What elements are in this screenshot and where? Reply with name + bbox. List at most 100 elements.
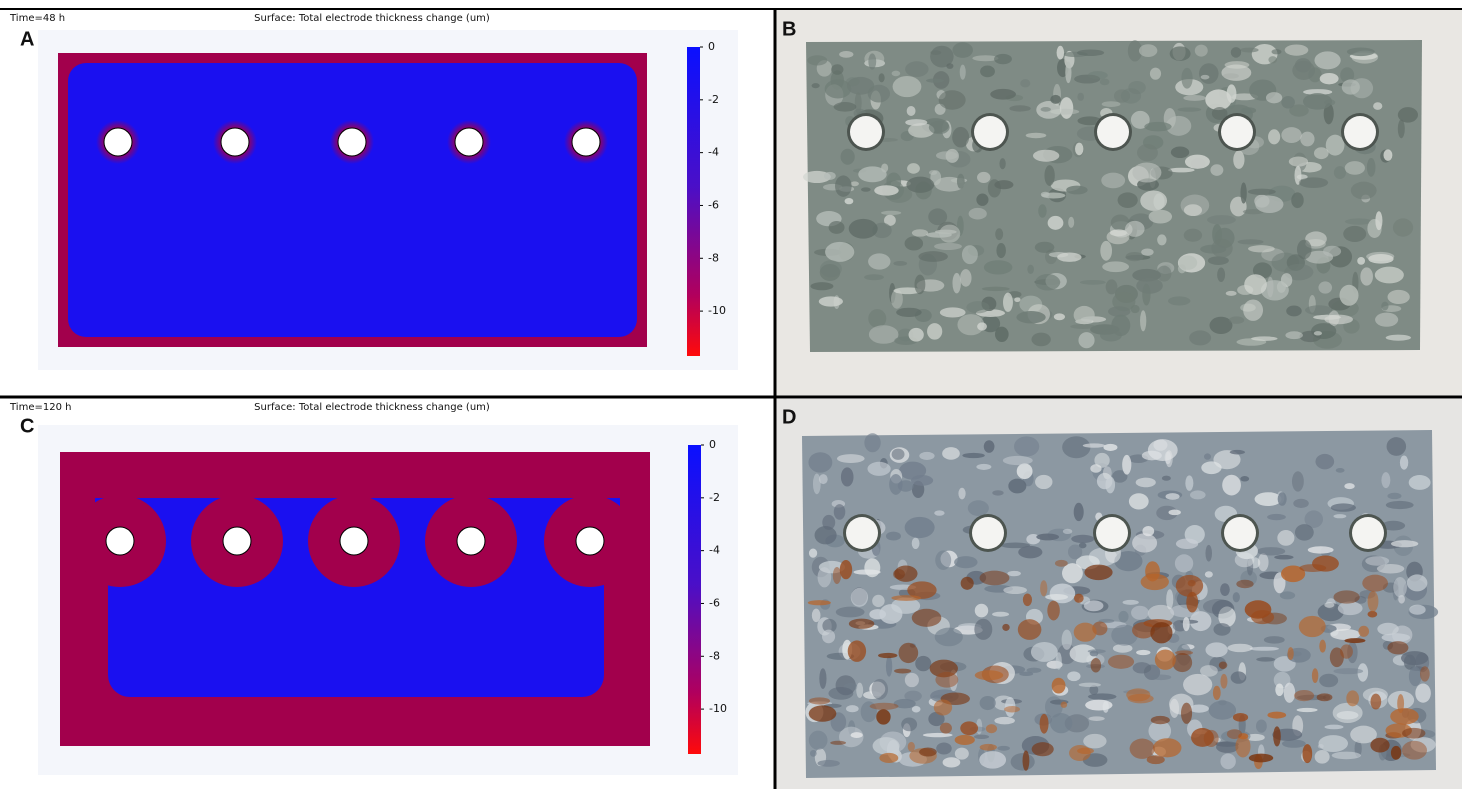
texture-spot bbox=[1256, 657, 1275, 661]
texture-spot bbox=[1129, 493, 1149, 509]
texture-spot bbox=[1168, 296, 1190, 305]
texture-spot bbox=[899, 643, 919, 663]
texture-spot bbox=[1175, 554, 1193, 572]
time-label: Time=120 h bbox=[9, 402, 71, 413]
texture-spot bbox=[879, 604, 902, 624]
texture-spot bbox=[1273, 726, 1281, 746]
texture-spot bbox=[1101, 173, 1125, 189]
texture-spot bbox=[934, 699, 952, 715]
figure: Time=48 h Surface: Total electrode thick… bbox=[0, 0, 1462, 789]
texture-spot bbox=[1240, 182, 1246, 203]
texture-spot bbox=[1268, 129, 1280, 144]
texture-spot bbox=[961, 577, 974, 590]
texture-spot bbox=[1068, 217, 1074, 228]
hole bbox=[104, 128, 132, 156]
texture-spot bbox=[1297, 708, 1318, 712]
texture-spot bbox=[849, 219, 878, 239]
panel-a: Time=48 h Surface: Total electrode thick… bbox=[9, 13, 738, 370]
texture-spot bbox=[1080, 280, 1106, 285]
texture-spot bbox=[980, 744, 997, 751]
texture-spot bbox=[1062, 436, 1090, 458]
texture-spot bbox=[892, 71, 901, 77]
texture-spot bbox=[1208, 256, 1229, 265]
texture-spot bbox=[994, 180, 1013, 189]
texture-spot bbox=[1297, 240, 1312, 260]
texture-spot bbox=[809, 697, 830, 704]
texture-spot bbox=[880, 732, 907, 753]
texture-spot bbox=[980, 696, 996, 710]
texture-spot bbox=[1181, 703, 1192, 724]
texture-spot bbox=[952, 127, 969, 148]
texture-spot bbox=[1293, 499, 1309, 508]
texture-spot bbox=[929, 170, 937, 175]
texture-spot bbox=[1069, 745, 1091, 761]
texture-spot bbox=[1387, 493, 1401, 499]
texture-spot bbox=[1387, 641, 1408, 654]
texture-spot bbox=[1078, 332, 1094, 348]
texture-spot bbox=[1186, 592, 1198, 613]
texture-spot bbox=[1240, 48, 1259, 53]
texture-spot bbox=[1009, 105, 1030, 111]
texture-spot bbox=[940, 723, 952, 734]
texture-spot bbox=[1142, 451, 1162, 461]
texture-spot bbox=[1189, 330, 1211, 345]
texture-spot bbox=[1140, 191, 1167, 211]
texture-spot bbox=[919, 747, 937, 756]
texture-spot bbox=[1188, 580, 1196, 586]
texture-spot bbox=[1035, 475, 1052, 489]
texture-spot bbox=[912, 538, 920, 549]
texture-spot bbox=[1183, 617, 1190, 631]
texture-spot bbox=[997, 746, 1010, 751]
texture-spot bbox=[1402, 728, 1425, 739]
texture-spot bbox=[1281, 96, 1295, 108]
texture-spot bbox=[876, 709, 890, 724]
texture-spot bbox=[980, 571, 1010, 586]
texture-spot bbox=[1139, 44, 1157, 57]
colorbar-gradient bbox=[687, 47, 700, 356]
texture-spot bbox=[1255, 196, 1283, 213]
texture-spot bbox=[1336, 468, 1345, 473]
texture-spot bbox=[1231, 47, 1241, 58]
texture-spot bbox=[1140, 310, 1146, 331]
texture-spot bbox=[1100, 79, 1110, 86]
texture-spot bbox=[1020, 79, 1030, 87]
panel-d: D bbox=[776, 399, 1462, 789]
texture-spot bbox=[1038, 204, 1046, 217]
hole bbox=[572, 128, 600, 156]
texture-spot bbox=[1047, 601, 1060, 621]
panel-label: B bbox=[782, 18, 796, 40]
texture-spot bbox=[1132, 533, 1157, 552]
texture-spot bbox=[905, 119, 927, 126]
texture-spot bbox=[1342, 79, 1360, 94]
texture-spot bbox=[1415, 683, 1431, 702]
texture-spot bbox=[1178, 255, 1197, 270]
texture-spot bbox=[879, 753, 898, 763]
texture-spot bbox=[942, 447, 960, 460]
texture-spot bbox=[955, 735, 975, 745]
texture-spot bbox=[992, 490, 1003, 495]
texture-spot bbox=[960, 269, 971, 287]
texture-spot bbox=[1177, 107, 1201, 111]
texture-spot bbox=[1340, 644, 1353, 658]
texture-spot bbox=[1061, 702, 1068, 708]
texture-spot bbox=[1282, 740, 1306, 748]
texture-spot bbox=[822, 630, 835, 644]
texture-spot bbox=[1377, 564, 1404, 574]
texture-spot bbox=[1401, 651, 1428, 665]
texture-spot bbox=[1299, 177, 1328, 188]
texture-spot bbox=[1195, 45, 1208, 57]
texture-spot bbox=[930, 46, 953, 68]
texture-spot bbox=[1189, 705, 1209, 713]
texture-spot bbox=[1233, 592, 1240, 602]
texture-spot bbox=[1088, 71, 1108, 79]
texture-spot bbox=[1277, 281, 1286, 293]
texture-spot bbox=[1409, 475, 1431, 490]
texture-spot bbox=[1292, 471, 1304, 491]
texture-spot bbox=[1065, 62, 1071, 84]
texture-spot bbox=[1074, 623, 1097, 642]
texture-spot bbox=[1244, 274, 1267, 295]
texture-spot bbox=[1278, 492, 1287, 506]
texture-spot bbox=[1299, 564, 1326, 572]
texture-spot bbox=[812, 83, 820, 88]
texture-spot bbox=[1267, 514, 1286, 520]
